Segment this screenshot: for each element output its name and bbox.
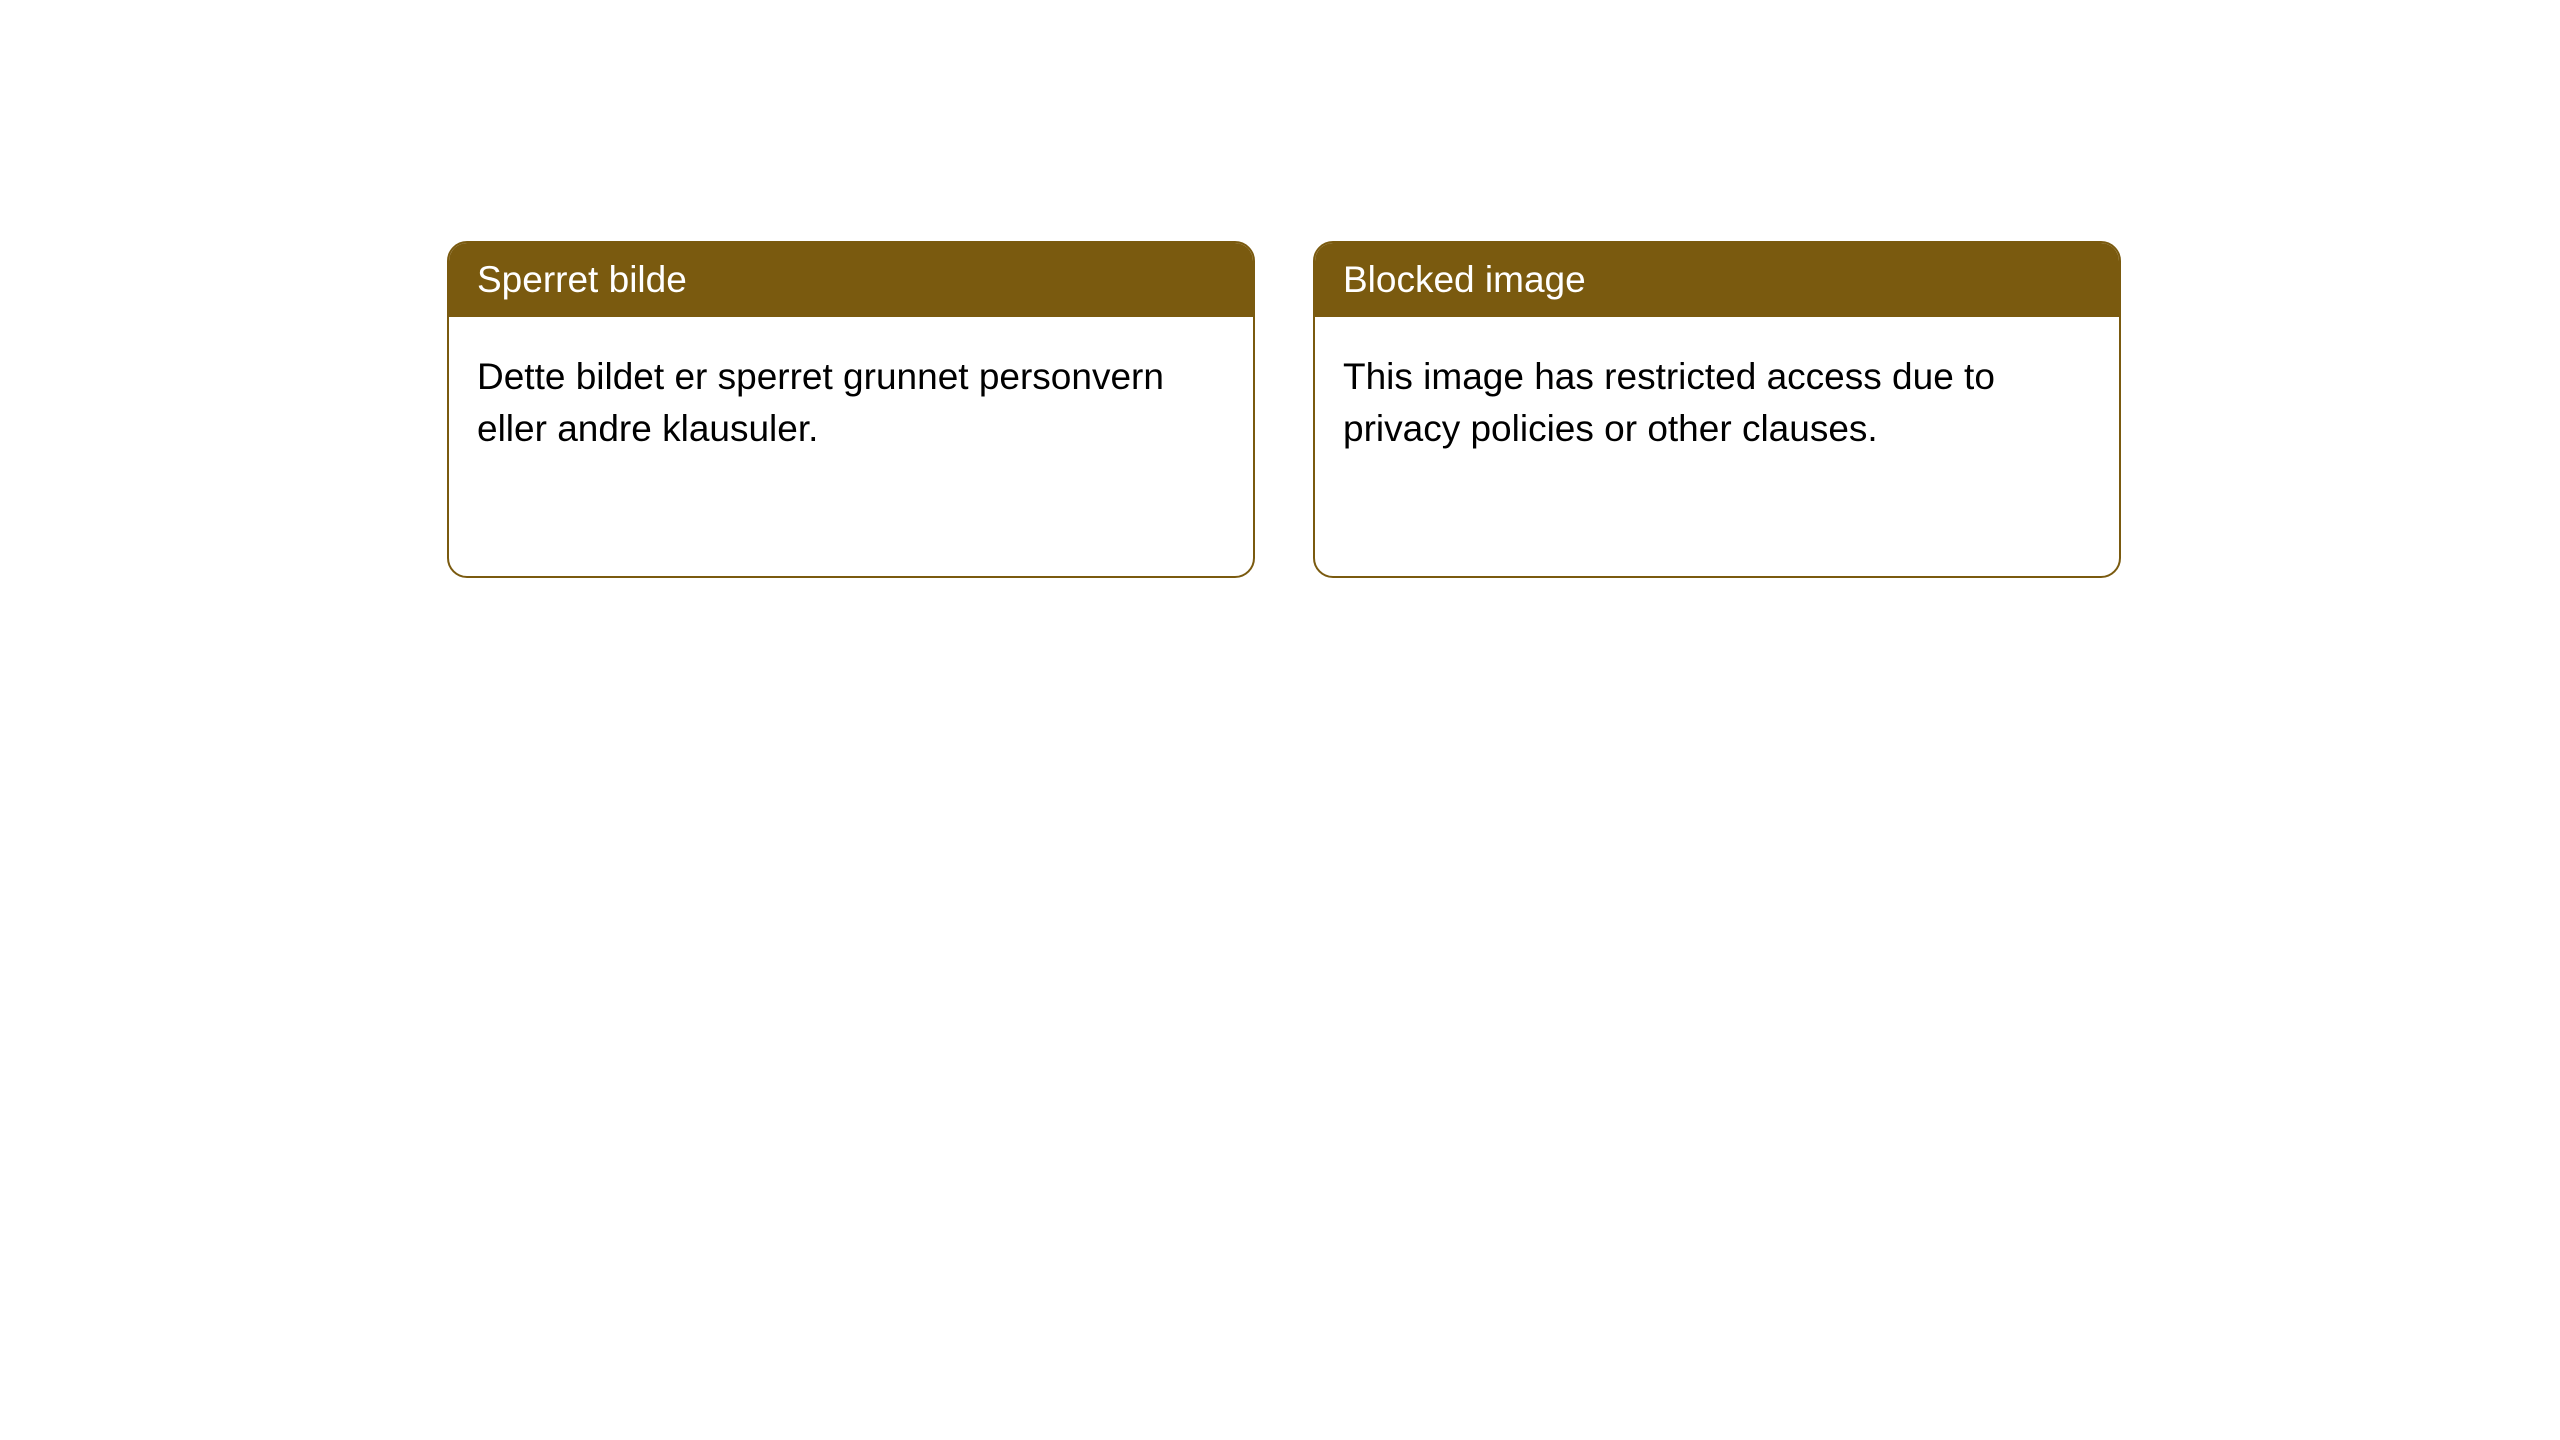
notice-card-english: Blocked image This image has restricted … bbox=[1313, 241, 2121, 578]
notice-card-norwegian: Sperret bilde Dette bildet er sperret gr… bbox=[447, 241, 1255, 578]
notice-card-body: This image has restricted access due to … bbox=[1315, 317, 2119, 489]
notice-card-title: Sperret bilde bbox=[449, 243, 1253, 317]
notice-container: Sperret bilde Dette bildet er sperret gr… bbox=[0, 0, 2560, 578]
notice-card-body: Dette bildet er sperret grunnet personve… bbox=[449, 317, 1253, 489]
notice-card-title: Blocked image bbox=[1315, 243, 2119, 317]
